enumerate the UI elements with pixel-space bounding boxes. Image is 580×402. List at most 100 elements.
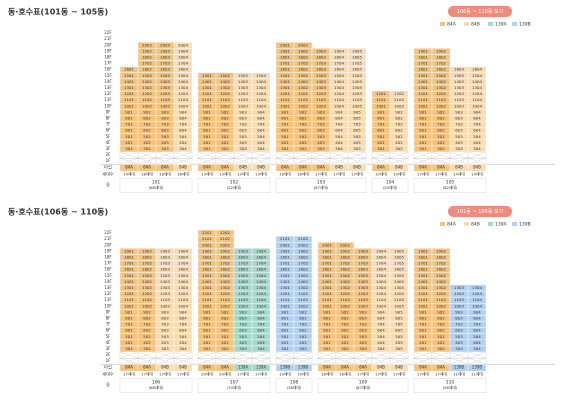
link-label[interactable]: 106동 ~ 110동 보기	[457, 8, 503, 15]
link-button[interactable]	[448, 206, 512, 217]
floor-label: 14F	[104, 279, 112, 284]
unit-number: 702	[221, 122, 229, 127]
count-label: 17세대	[123, 372, 135, 377]
unit-number: 1003	[358, 303, 368, 308]
unit-number: 1704	[256, 261, 266, 266]
type-label: 84B	[179, 165, 187, 170]
type-label: 84A	[281, 165, 289, 170]
unit-number: 802	[221, 115, 229, 120]
unit-number: 1604	[178, 267, 188, 272]
unit-number: 602	[437, 328, 445, 333]
legend-label: 84A	[447, 22, 457, 28]
unit-number: 305	[395, 346, 403, 351]
legend-label: 84B	[471, 222, 480, 228]
unit-number: 1902	[436, 248, 446, 253]
building-frame	[317, 378, 409, 393]
type-label: 84A	[203, 165, 211, 170]
hatch	[449, 357, 469, 365]
unit-number: 303	[317, 146, 325, 151]
unit-number: 1202	[298, 291, 308, 296]
unit-number: 1004	[472, 103, 482, 108]
unit-number: 1204	[178, 291, 188, 296]
row-label: 세대수	[102, 171, 114, 178]
link-button[interactable]	[448, 6, 512, 17]
unit-number: 2202	[220, 230, 230, 235]
unit-number: 1504	[178, 73, 188, 78]
unit-number: 2002	[298, 42, 308, 47]
unit-number: 1504	[472, 73, 482, 78]
unit-number: 401	[323, 340, 331, 345]
unit-number: 1601	[202, 267, 212, 272]
unit-number: 603	[161, 128, 169, 133]
unit-number: 1303	[238, 285, 248, 290]
unit-number: 301	[203, 346, 211, 351]
building-caption: (68세대)	[149, 385, 164, 390]
unit-number: 403	[455, 140, 463, 145]
count-label: 17세대	[351, 172, 363, 177]
unit-cell	[215, 229, 235, 237]
hatch	[119, 157, 139, 165]
floor-label: 17F	[104, 261, 112, 266]
unit-number: 502	[437, 334, 445, 339]
unit-number: 1902	[220, 248, 230, 253]
unit-number: 1705	[352, 61, 362, 66]
unit-number: 901	[281, 309, 289, 314]
floor-label: 9F	[106, 309, 112, 314]
unit-number: 1202	[436, 291, 446, 296]
type-label: 84A	[221, 365, 229, 370]
row-label: 타입	[104, 164, 112, 171]
unit-number: 1203	[454, 91, 464, 96]
unit-number: 403	[239, 140, 247, 145]
unit-number: 404	[377, 340, 385, 345]
unit-number: 804	[257, 115, 265, 120]
row-label: 타입	[104, 364, 112, 371]
unit-number: 302	[299, 346, 307, 351]
hatch	[293, 151, 313, 159]
unit-number: 701	[203, 122, 211, 127]
unit-number: 1501	[124, 273, 134, 278]
unit-number: 1402	[436, 279, 446, 284]
unit-cell	[293, 42, 313, 49]
unit-number: 805	[395, 315, 403, 320]
unit-number: 1101	[202, 297, 212, 302]
hatch	[155, 151, 175, 159]
unit-number: 1803	[238, 254, 248, 259]
unit-number: 1504	[334, 73, 344, 78]
unit-number: 902	[437, 309, 445, 314]
unit-number: 603	[239, 328, 247, 333]
unit-number: 304	[257, 146, 265, 151]
hatch	[275, 157, 295, 165]
count-label: 17세대	[141, 372, 153, 377]
unit-cell	[467, 284, 487, 292]
unit-number: 505	[353, 134, 361, 139]
legend-swatch	[440, 222, 445, 226]
unit-number: 603	[359, 328, 367, 333]
unit-number: 701	[419, 322, 427, 327]
unit-number: 501	[419, 334, 427, 339]
unit-number: 404	[473, 140, 481, 145]
unit-number: 603	[455, 128, 463, 133]
link-label[interactable]: 101동 ~ 105동 보기	[457, 208, 503, 215]
unit-number: 1702	[298, 61, 308, 66]
unit-number: 801	[377, 115, 385, 120]
unit-number: 1005	[352, 103, 362, 108]
unit-number: 305	[353, 146, 361, 151]
unit-cell	[251, 248, 271, 255]
unit-number: 701	[419, 122, 427, 127]
building-caption: (87세대)	[356, 385, 371, 390]
unit-number: 601	[125, 128, 133, 133]
unit-number: 1001	[280, 303, 290, 308]
unit-number: 801	[419, 115, 427, 120]
hatch	[347, 151, 367, 159]
unit-number: 1002	[220, 303, 230, 308]
unit-number: 701	[323, 322, 331, 327]
unit-number: 1204	[256, 91, 266, 96]
unit-number: 1504	[256, 73, 266, 78]
unit-number: 1104	[178, 297, 188, 302]
unit-cell	[389, 90, 409, 98]
hatch	[389, 157, 409, 165]
building-frame	[275, 378, 313, 393]
floor-label: 1F	[106, 358, 112, 363]
unit-number: 2004	[178, 42, 188, 47]
unit-number: 802	[341, 315, 349, 320]
